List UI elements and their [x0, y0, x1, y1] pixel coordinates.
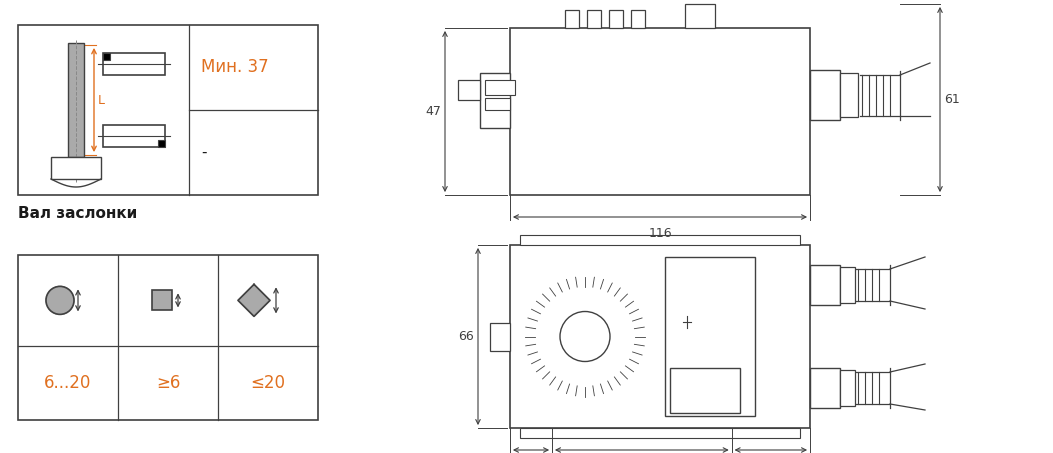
- Bar: [665, 257, 755, 416]
- Text: 66: 66: [458, 330, 474, 343]
- Bar: [152, 290, 172, 310]
- Bar: [840, 73, 858, 117]
- Bar: [520, 428, 800, 438]
- Bar: [587, 10, 601, 28]
- Bar: [18, 25, 318, 195]
- Text: -: -: [201, 145, 206, 160]
- Text: ≥6: ≥6: [156, 374, 180, 392]
- Text: 61: 61: [943, 93, 959, 106]
- Text: 116: 116: [649, 227, 672, 240]
- Text: L: L: [98, 93, 105, 106]
- Bar: [102, 125, 164, 147]
- Bar: [485, 80, 515, 95]
- Bar: [520, 235, 800, 245]
- Bar: [510, 245, 810, 428]
- Bar: [609, 10, 623, 28]
- Text: Мин. 37: Мин. 37: [201, 58, 269, 77]
- Circle shape: [46, 286, 74, 314]
- Bar: [810, 265, 840, 305]
- Bar: [631, 10, 645, 28]
- Bar: [670, 368, 740, 413]
- Bar: [810, 70, 840, 120]
- Bar: [490, 323, 510, 351]
- Bar: [18, 255, 318, 420]
- Text: 47: 47: [425, 105, 441, 118]
- Polygon shape: [238, 284, 270, 316]
- Circle shape: [560, 312, 610, 361]
- Bar: [565, 10, 579, 28]
- Bar: [810, 368, 840, 408]
- Bar: [68, 43, 84, 157]
- Text: 6...20: 6...20: [44, 374, 92, 392]
- Bar: [458, 80, 480, 100]
- Bar: [158, 140, 164, 147]
- Text: Вал заслонки: Вал заслонки: [18, 206, 137, 221]
- Bar: [840, 267, 855, 303]
- Bar: [51, 157, 101, 179]
- Bar: [510, 28, 810, 195]
- Bar: [840, 370, 855, 406]
- Bar: [480, 73, 510, 128]
- Bar: [485, 98, 510, 110]
- Bar: [686, 4, 715, 28]
- Bar: [102, 53, 164, 75]
- Text: ≤20: ≤20: [251, 374, 285, 392]
- Bar: [102, 53, 110, 60]
